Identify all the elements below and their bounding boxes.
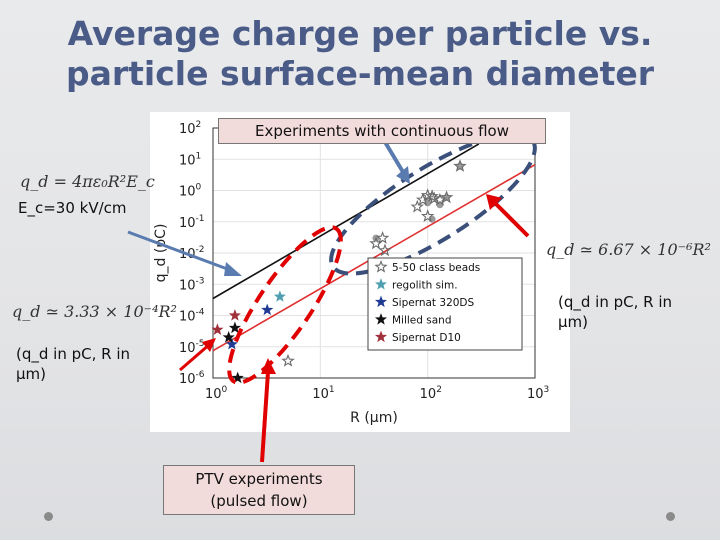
arrow-field-formula — [127, 230, 231, 272]
legend-box — [367, 257, 523, 351]
data-point-beads — [439, 190, 454, 204]
units-note-right: (q_d in pC, R in μm) — [558, 292, 672, 332]
data-point-milled_sand — [228, 321, 241, 334]
legend-label-beads: 5-50 class beads — [392, 262, 480, 274]
y-axis-label: q_d (pC) — [153, 224, 169, 283]
fit-formula-left: q_d ≃ 3.33 × 10⁻⁴R² — [12, 302, 177, 321]
units-note-left: (q_d in pC, R in μm) — [16, 344, 130, 384]
legend-marker-sipernat320 — [374, 295, 388, 308]
legend-label-sipernat320: Sipernat 320DS — [392, 297, 475, 309]
data-point-sipernat_d10 — [228, 309, 241, 321]
units-note-right-line-1: (q_d in pC, R in — [558, 293, 673, 311]
arrow-bottom-callout — [260, 371, 270, 463]
data-point-regolith — [273, 290, 286, 302]
legend-marker-regolith — [374, 278, 388, 290]
legend-label-regolith: regolith sim. — [392, 280, 458, 292]
fit-formula-right: q_d ≃ 6.67 × 10⁻⁶R² — [546, 240, 711, 259]
arrow-field-formula-head — [224, 262, 242, 276]
legend-marker-beads — [374, 259, 388, 273]
title-line-1: Average charge per particle vs. — [67, 14, 653, 53]
arrow-top-callout-head — [396, 166, 410, 184]
data-point-sipernat_d10 — [211, 323, 224, 335]
x-axis-label: R (μm) — [350, 410, 398, 426]
ptv-experiments-callout: PTV experiments (pulsed flow) — [163, 465, 355, 515]
data-point-beads — [427, 191, 441, 205]
data-point-beads — [453, 159, 467, 172]
units-note-right-line-2: μm) — [558, 313, 589, 331]
field-value-label: E_c=30 kV/cm — [18, 199, 127, 217]
data-point-milled_sand — [222, 330, 235, 343]
arrow-bottom-callout-head — [261, 358, 276, 374]
slide-corner-dot-right — [666, 512, 675, 521]
ptv-callout-line-1: PTV experiments — [195, 470, 323, 488]
title-line-2: particle surface-mean diameter — [65, 54, 655, 93]
data-points — [211, 159, 467, 384]
units-note-left-line-1: (q_d in pC, R in — [16, 345, 131, 363]
legend-marker-sipernat_d10 — [374, 330, 388, 343]
data-point-sipernat320 — [225, 337, 238, 350]
units-note-left-line-2: μm) — [16, 365, 47, 383]
data-point-beads — [410, 199, 424, 213]
field-charge-formula: q_d = 4πε₀R²E_c — [20, 172, 155, 191]
data-point-milled_sand — [231, 371, 244, 384]
data-point-beads — [375, 231, 390, 244]
data-point-sipernat320 — [261, 303, 274, 316]
arrow-right-formula — [492, 200, 530, 238]
slide-corner-dot-left — [44, 512, 53, 521]
ptv-ellipse — [227, 225, 343, 385]
slide-title: Average charge per particle vs. particle… — [0, 14, 720, 94]
annotation-arrows — [127, 140, 530, 463]
arrow-left-formula — [179, 342, 211, 372]
fit-line-black_line — [212, 143, 480, 300]
arrow-top-callout — [383, 140, 405, 174]
ptv-callout-line-2: (pulsed flow) — [210, 492, 308, 510]
continuous-flow-callout: Experiments with continuous flow — [218, 118, 546, 144]
arrow-left-formula-head — [202, 338, 216, 352]
data-point-beads — [281, 353, 295, 367]
legend-marker-milled_sand — [374, 313, 388, 325]
legend: 5-50 class beads regolith sim. Sipernat 32… — [367, 257, 523, 351]
data-point-beads — [420, 209, 435, 222]
arrow-right-formula-head — [486, 194, 502, 210]
data-point-beads — [378, 243, 392, 257]
legend-label-sipernat_d10: Sipernat D10 — [392, 332, 461, 344]
legend-label-milled_sand: Milled sand — [392, 315, 452, 327]
